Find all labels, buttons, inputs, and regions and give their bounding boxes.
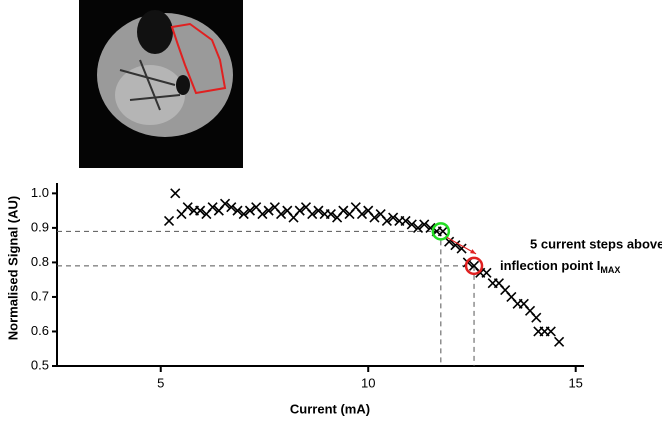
highlight-circle <box>464 256 484 276</box>
marker <box>406 219 417 230</box>
annotation-line: inflection point I <box>500 258 600 273</box>
y-tick-label: 0.9 <box>31 219 49 234</box>
marker <box>381 215 392 227</box>
arrow <box>446 236 477 255</box>
marker <box>257 209 268 220</box>
annotation: 5 current steps above <box>530 236 662 251</box>
marker <box>170 188 181 199</box>
marker <box>531 312 542 323</box>
y-axis-label: Normalised Signal (AU) <box>5 196 20 340</box>
marker <box>412 222 424 233</box>
marker <box>244 205 256 216</box>
annotation: inflection point IMAX <box>500 258 620 275</box>
marker <box>481 267 492 278</box>
marker <box>276 209 287 220</box>
marker <box>545 326 556 337</box>
marker <box>356 209 368 220</box>
x-tick-label: 15 <box>568 375 582 390</box>
marker <box>195 205 206 216</box>
y-tick-label: 0.7 <box>31 288 49 303</box>
x-tick-label: 10 <box>361 375 375 390</box>
marker <box>232 205 243 216</box>
mri-image <box>79 0 243 168</box>
marker <box>369 212 380 223</box>
marker <box>338 205 349 216</box>
marker <box>238 209 249 220</box>
marker <box>263 205 274 216</box>
marker <box>437 226 448 237</box>
marker <box>163 215 175 227</box>
marker <box>554 336 565 347</box>
marker <box>307 209 318 220</box>
y-tick-label: 0.6 <box>31 323 49 338</box>
marker <box>456 243 467 254</box>
highlight-circle <box>431 222 451 241</box>
x-axis-label: Current (mA) <box>290 401 370 416</box>
annotation-subscript: MAX <box>600 265 620 275</box>
arrow-head <box>470 249 477 254</box>
marker <box>294 205 305 216</box>
marker <box>313 205 324 216</box>
y-tick-label: 1.0 <box>31 185 49 200</box>
marker <box>400 215 411 227</box>
x-tick-label: 5 <box>157 375 164 390</box>
marker <box>388 212 399 223</box>
y-tick-label: 0.5 <box>31 357 49 372</box>
marker <box>419 219 430 230</box>
marker <box>182 202 193 213</box>
marker <box>450 240 461 251</box>
marker <box>219 198 231 209</box>
marker <box>207 202 218 213</box>
y-tick-label: 0.8 <box>31 254 49 269</box>
marker <box>226 202 237 213</box>
marker <box>325 209 336 220</box>
